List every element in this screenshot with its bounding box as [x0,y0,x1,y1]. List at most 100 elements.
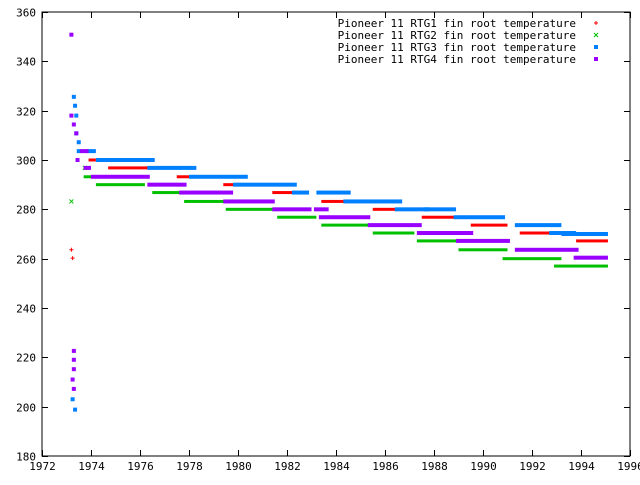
data-run [189,174,248,179]
series-2 [69,165,608,268]
data-point [74,131,79,136]
data-run [416,231,474,236]
data-run [321,199,354,203]
data-point [74,113,79,118]
data-run [313,207,329,212]
data-run [318,215,371,220]
legend: Pioneer 11 RTG1 fin root temperature Pion… [338,17,599,66]
data-run [225,207,278,211]
data-run [79,149,89,154]
data-run [576,239,608,243]
data-run [179,190,234,195]
x-tick-label: 1982 [274,460,301,473]
y-tick-label: 300 [16,155,36,168]
data-run [514,223,562,228]
data-run [176,175,192,179]
data-run [95,183,145,187]
data-point [69,113,74,118]
data-run [152,191,185,195]
data-run [453,215,506,220]
data-run [458,248,508,252]
x-tick-label: 1996 [617,460,640,473]
data-point [73,103,78,108]
data-run [502,257,562,261]
legend-swatch [594,21,598,25]
legend-swatch [594,57,598,61]
y-tick-label: 200 [16,402,36,415]
legend-label: Pioneer 11 RTG4 fin root temperature [338,53,576,66]
y-tick-label: 180 [16,451,36,464]
data-run [277,215,317,219]
y-tick-label: 220 [16,352,36,365]
data-run [573,255,608,260]
data-run [316,190,351,195]
y-tick-label: 320 [16,106,36,119]
data-run [223,199,275,204]
data-point [71,386,76,391]
x-tick-label: 1986 [372,460,399,473]
data-run [95,158,155,162]
data-run [147,165,197,170]
x-tick-label: 1976 [127,460,154,473]
x-tick-label: 1990 [470,460,497,473]
x-tick-label: 1988 [421,460,448,473]
x-tick-label: 1994 [568,460,595,473]
x-tick-label: 1972 [29,460,56,473]
data-run [367,223,422,228]
data-point [75,158,80,162]
data-point [71,94,76,99]
data-point [71,348,76,353]
data-run [424,207,457,212]
data-run [223,183,241,187]
data-run [83,175,96,179]
y-tick-label: 260 [16,254,36,267]
data-point [69,247,74,252]
data-point [70,377,75,382]
data-point [71,367,76,372]
data-run [91,174,150,179]
y-tick-label: 240 [16,303,36,316]
data-point [70,397,75,402]
series-4 [69,32,608,391]
x-tick-label: 1984 [323,460,350,473]
data-run [86,149,96,154]
y-tick-label: 360 [16,7,36,20]
data-run [291,190,310,195]
data-run [233,182,297,187]
data-point [76,149,81,154]
data-point [71,122,76,127]
data-run [147,182,187,187]
data-run [108,166,153,170]
data-run [519,231,564,235]
data-point [73,407,78,412]
data-run [343,199,403,204]
legend-label: Pioneer 11 RTG1 fin root temperature [338,17,576,30]
data-point [71,357,76,362]
data-run [394,207,430,212]
y-tick-label: 340 [16,56,36,69]
data-run [554,264,608,268]
data-run [88,158,96,162]
data-point [69,32,74,37]
series-1 [69,158,608,261]
marks-group [69,32,608,412]
y-tick-label: 280 [16,204,36,217]
data-point [76,140,81,145]
x-tick-label: 1978 [176,460,203,473]
data-run [272,207,312,212]
data-run [83,165,91,170]
data-run [372,231,415,235]
axes-group: 180 200 220 240 260 280 300 320 340 360 1972 1974 19… [16,7,640,474]
data-run [321,223,373,227]
data-run [514,247,579,252]
data-run [184,199,234,203]
data-point [70,256,75,261]
x-tick-label: 1974 [78,460,105,473]
data-run [416,239,459,243]
legend-label: Pioneer 11 RTG3 fin root temperature [338,41,576,54]
data-run [561,232,608,236]
x-tick-label: 1992 [519,460,546,473]
data-run [421,215,457,219]
data-run [372,207,398,211]
